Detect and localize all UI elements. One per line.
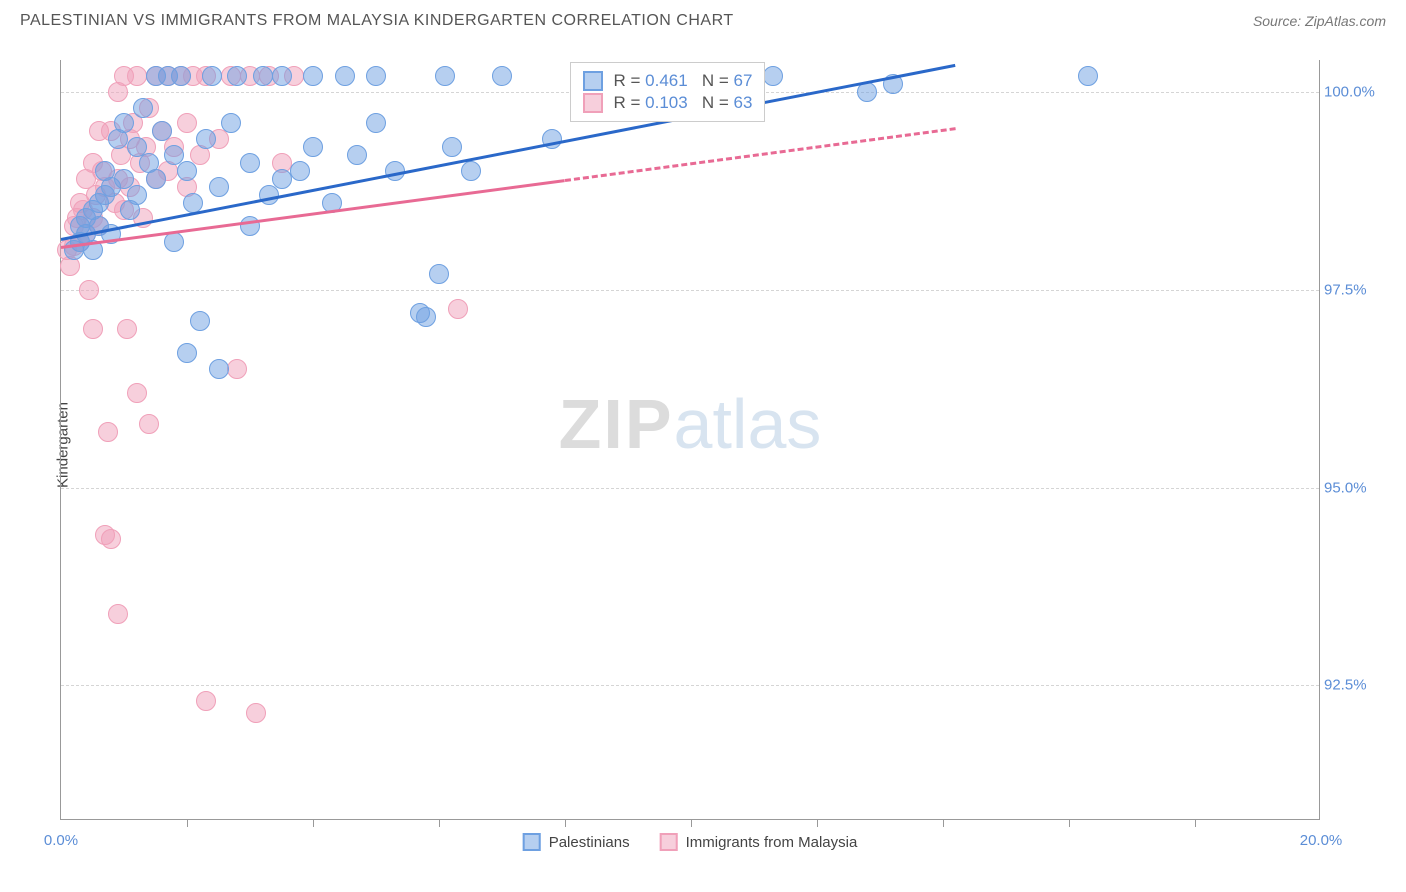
scatter-point <box>139 414 159 434</box>
x-tick <box>943 819 944 827</box>
legend-swatch <box>583 71 603 91</box>
scatter-point <box>79 280 99 300</box>
scatter-point <box>177 343 197 363</box>
scatter-point <box>133 98 153 118</box>
scatter-point <box>429 264 449 284</box>
legend-label: Immigrants from Malaysia <box>686 834 858 851</box>
chart-title: PALESTINIAN VS IMMIGRANTS FROM MALAYSIA … <box>20 12 734 30</box>
y-tick-label: 100.0% <box>1324 83 1384 100</box>
legend-label: Palestinians <box>549 834 630 851</box>
scatter-point <box>202 66 222 86</box>
stats-text: R = 0.103 N = 63 <box>613 93 752 113</box>
scatter-point <box>117 319 137 339</box>
scatter-point <box>253 66 273 86</box>
watermark-zip: ZIP <box>559 385 674 463</box>
scatter-point <box>196 691 216 711</box>
scatter-point <box>98 422 118 442</box>
scatter-point <box>83 319 103 339</box>
scatter-point <box>209 359 229 379</box>
y-tick-label: 95.0% <box>1324 479 1384 496</box>
legend-swatch <box>660 833 678 851</box>
scatter-point <box>227 359 247 379</box>
scatter-point <box>492 66 512 86</box>
scatter-point <box>146 169 166 189</box>
scatter-point <box>240 153 260 173</box>
scatter-point <box>108 604 128 624</box>
scatter-point <box>177 161 197 181</box>
x-tick <box>691 819 692 827</box>
x-tick-label: 0.0% <box>44 832 78 849</box>
scatter-point <box>272 66 292 86</box>
scatter-point <box>127 66 147 86</box>
plot-area: ZIPatlas 100.0%97.5%95.0%92.5%0.0%20.0%R… <box>60 60 1320 820</box>
gridline <box>61 685 1319 686</box>
gridline <box>61 488 1319 489</box>
scatter-point <box>461 161 481 181</box>
x-tick <box>1195 819 1196 827</box>
x-tick <box>565 819 566 827</box>
scatter-point <box>101 529 121 549</box>
scatter-point <box>335 66 355 86</box>
legend-item: Palestinians <box>523 833 630 851</box>
scatter-point <box>183 193 203 213</box>
scatter-point <box>114 113 134 133</box>
scatter-point <box>416 307 436 327</box>
scatter-point <box>435 66 455 86</box>
legend-item: Immigrants from Malaysia <box>660 833 858 851</box>
stats-text: R = 0.461 N = 67 <box>613 71 752 91</box>
scatter-point <box>448 299 468 319</box>
scatter-point <box>190 311 210 331</box>
scatter-point <box>127 185 147 205</box>
x-tick <box>187 819 188 827</box>
scatter-point <box>442 137 462 157</box>
trend-line <box>565 127 956 182</box>
header: PALESTINIAN VS IMMIGRANTS FROM MALAYSIA … <box>0 0 1406 38</box>
legend-swatch <box>523 833 541 851</box>
scatter-point <box>227 66 247 86</box>
scatter-point <box>303 66 323 86</box>
scatter-point <box>221 113 241 133</box>
x-tick <box>313 819 314 827</box>
source-label: Source: ZipAtlas.com <box>1253 13 1386 29</box>
legend-swatch <box>583 93 603 113</box>
scatter-point <box>347 145 367 165</box>
y-tick-label: 92.5% <box>1324 677 1384 694</box>
scatter-point <box>303 137 323 157</box>
x-tick <box>817 819 818 827</box>
stats-legend: R = 0.461 N = 67R = 0.103 N = 63 <box>570 62 765 122</box>
scatter-point <box>171 66 191 86</box>
scatter-point <box>196 129 216 149</box>
x-tick <box>439 819 440 827</box>
scatter-point <box>1078 66 1098 86</box>
scatter-point <box>164 232 184 252</box>
watermark-atlas: atlas <box>674 385 822 463</box>
chart-container: Kindergarten ZIPatlas 100.0%97.5%95.0%92… <box>20 40 1386 850</box>
scatter-point <box>152 121 172 141</box>
x-tick <box>1069 819 1070 827</box>
scatter-point <box>272 169 292 189</box>
watermark: ZIPatlas <box>559 384 822 464</box>
scatter-point <box>209 177 229 197</box>
x-tick-label: 20.0% <box>1300 832 1343 849</box>
stats-legend-row: R = 0.461 N = 67 <box>583 71 752 91</box>
stats-legend-row: R = 0.103 N = 63 <box>583 93 752 113</box>
scatter-point <box>366 113 386 133</box>
y-tick-label: 97.5% <box>1324 281 1384 298</box>
scatter-point <box>177 113 197 133</box>
gridline <box>61 290 1319 291</box>
scatter-point <box>763 66 783 86</box>
scatter-point <box>246 703 266 723</box>
scatter-point <box>366 66 386 86</box>
bottom-legend: Palestinians Immigrants from Malaysia <box>523 833 858 851</box>
scatter-point <box>127 383 147 403</box>
scatter-point <box>290 161 310 181</box>
